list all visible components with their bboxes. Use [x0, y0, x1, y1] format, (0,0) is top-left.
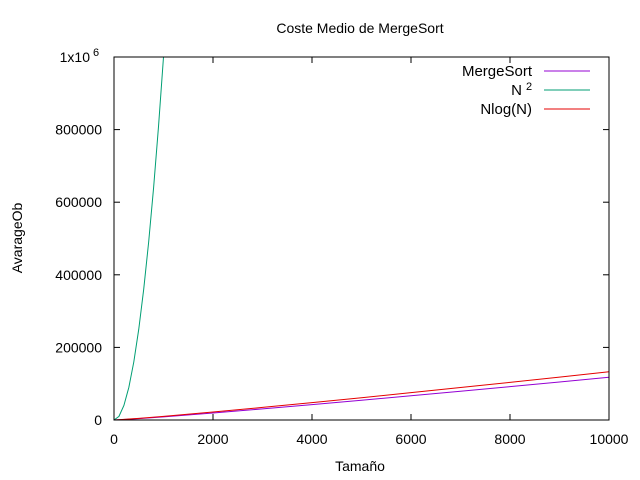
y-tick-label: 0 — [94, 412, 102, 428]
y-tick-label: 600000 — [55, 194, 102, 210]
axis-ticks: 0 2000 4000 6000 8000 10000 0 200000 400000 60000… — [55, 47, 628, 447]
x-tick-label: 0 — [110, 431, 118, 447]
y-tick-label: 1x10 — [60, 49, 91, 65]
y-tick-label: 200000 — [55, 339, 102, 355]
plot-frame — [113, 56, 610, 421]
chart-title: Coste Medio de MergeSort — [276, 20, 443, 36]
x-tick-label: 8000 — [494, 431, 525, 447]
y-axis-label: AvarageOb — [9, 203, 25, 274]
y-tick-label: 400000 — [55, 267, 102, 283]
series-lines — [113, 56, 610, 421]
legend-entry-label: MergeSort — [462, 63, 533, 80]
x-tick-label: 6000 — [395, 431, 426, 447]
x-axis-label: Tamaño — [335, 458, 385, 474]
series-line-0 — [113, 376, 610, 421]
y-tick-label: 800000 — [55, 122, 102, 138]
legend-entry-superscript: 2 — [526, 81, 532, 93]
x-tick-label: 10000 — [590, 431, 629, 447]
y-tick-exponent: 6 — [93, 47, 99, 59]
series-line-1 — [113, 56, 164, 421]
legend-entry-label: Nlog(N) — [480, 101, 532, 118]
x-tick-label: 4000 — [296, 431, 327, 447]
x-tick-label: 2000 — [197, 431, 228, 447]
legend-entry-label: N — [511, 82, 522, 99]
series-line-2 — [113, 371, 610, 421]
legend: MergeSort N 2 Nlog(N) — [462, 63, 590, 118]
